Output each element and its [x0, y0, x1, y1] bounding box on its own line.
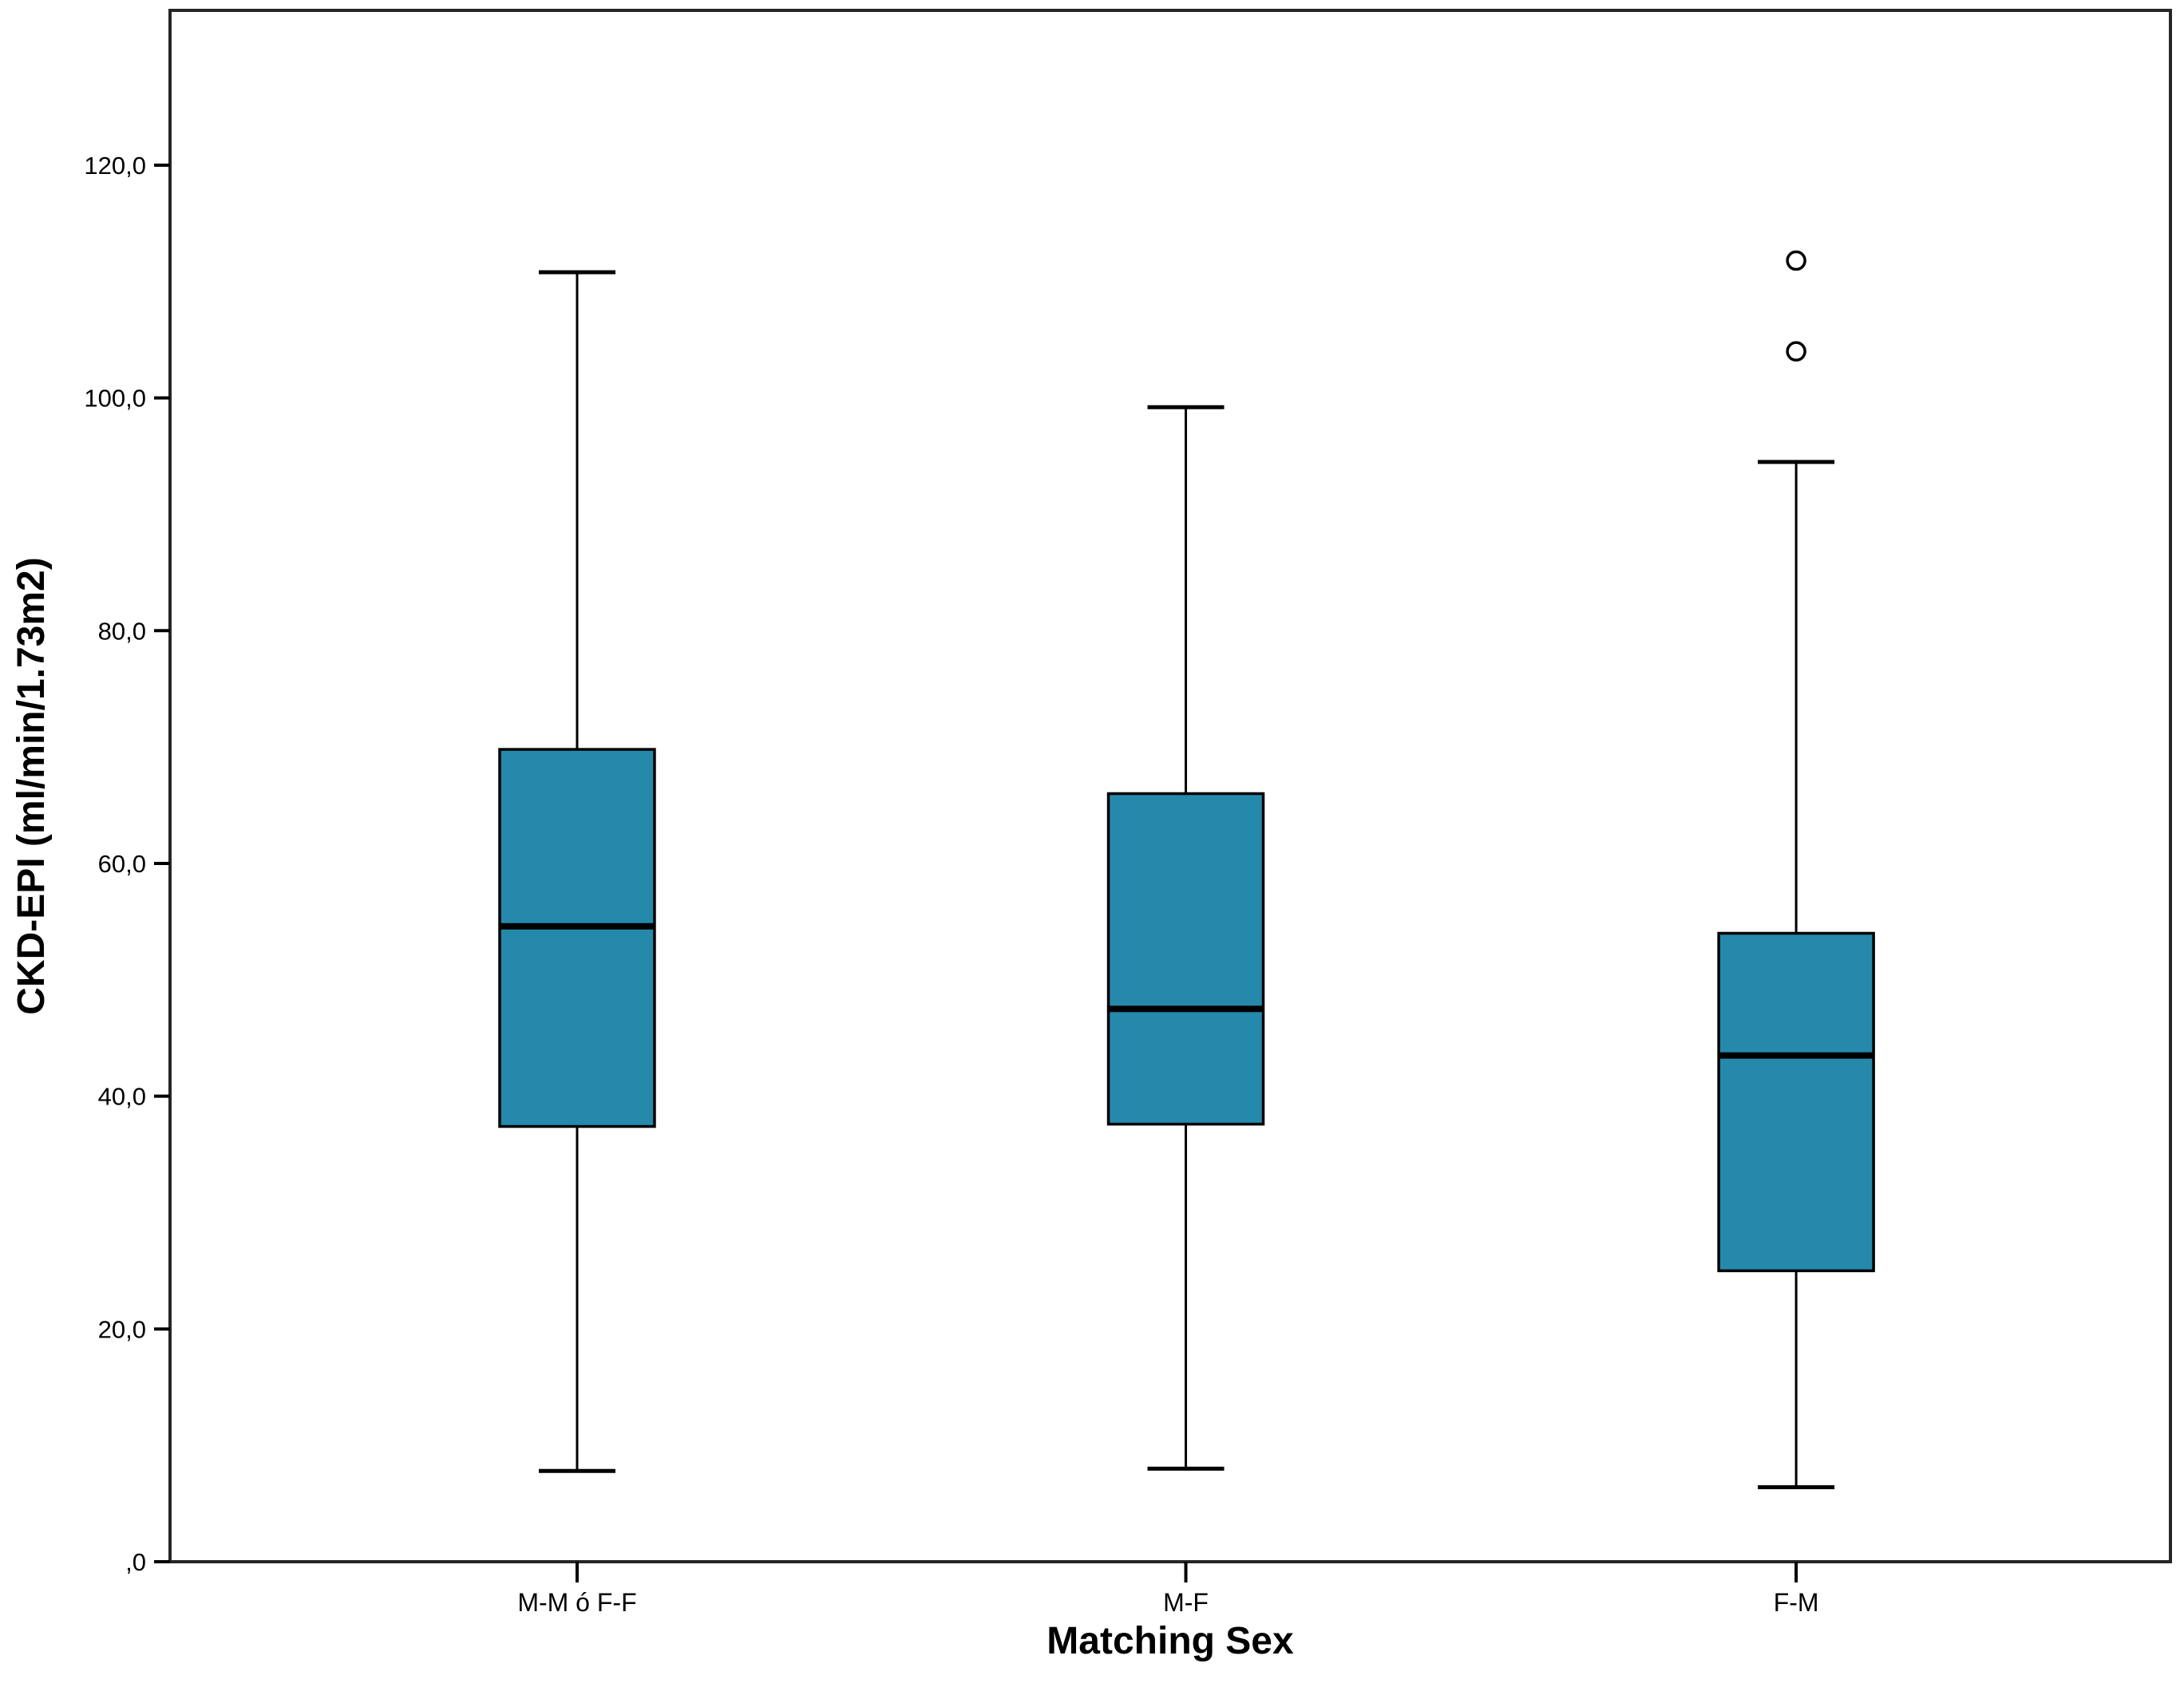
- x-category-label: M-F: [1163, 1588, 1209, 1617]
- iqr-box: [1717, 931, 1875, 1273]
- x-axis-title: Matching Sex: [1046, 1620, 1294, 1662]
- x-category-label: M-M ó F-F: [517, 1588, 636, 1617]
- outlier-point: [1786, 250, 1806, 271]
- y-tick-label: 100,0: [84, 385, 146, 413]
- plot-frame: [168, 9, 2172, 1563]
- plot-area: ,0 20,0 40,0 60,0 80,0 100,0 120,0 M-M ó F-F M-F…: [84, 9, 2172, 1617]
- y-tick-label: 80,0: [98, 617, 146, 645]
- y-tick-label: 120,0: [84, 152, 146, 180]
- x-category-label: F-M: [1774, 1588, 1819, 1617]
- iqr-box: [498, 748, 656, 1128]
- y-tick-label: 20,0: [98, 1315, 146, 1343]
- outlier-point: [1786, 341, 1806, 362]
- y-tick-label: ,0: [125, 1548, 146, 1576]
- y-tick-label: 40,0: [98, 1083, 146, 1111]
- iqr-box: [1106, 792, 1265, 1126]
- y-tick-label: 60,0: [98, 850, 146, 878]
- y-axis-title: CKD-EPI (ml/min/1.73m2): [10, 557, 53, 1014]
